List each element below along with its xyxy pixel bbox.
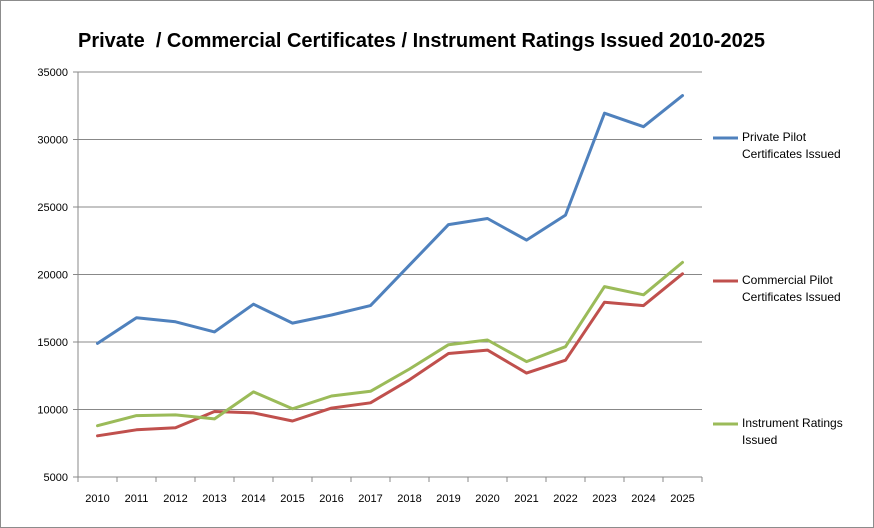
axes: 5000 10000 15000 20000 25000 30000 35000 2010 20… — [37, 67, 703, 505]
x-tick-label: 2013 — [202, 493, 226, 505]
x-tick-label: 2022 — [553, 493, 577, 505]
series-line-2 — [96, 260, 684, 428]
x-tick-label: 2016 — [319, 493, 343, 505]
x-tick-label: 2023 — [592, 493, 616, 505]
y-tick-label: 35000 — [37, 67, 68, 79]
legend-label-line: Certificates Issued — [742, 290, 841, 304]
y-tick-label: 25000 — [37, 202, 68, 214]
x-tick-label: 2020 — [475, 493, 499, 505]
x-tick-label: 2021 — [514, 493, 538, 505]
gridlines — [78, 71, 702, 410]
legend-entry-private: Private Pilot Certificates Issued — [742, 129, 872, 163]
legend-entry-commercial: Commercial Pilot Certificates Issued — [742, 272, 872, 306]
x-tick-label: 2024 — [631, 493, 655, 505]
y-tick-label: 20000 — [37, 270, 68, 282]
legend-label-line: Instrument Ratings — [742, 416, 843, 430]
series-lines — [96, 94, 684, 438]
legend-entry-instrument: Instrument Ratings Issued — [742, 415, 872, 449]
x-tick-label: 2015 — [280, 493, 304, 505]
y-tick-label: 5000 — [44, 472, 68, 484]
x-tick-label: 2025 — [670, 493, 694, 505]
chart-title: Private / Commercial Certificates / Inst… — [78, 30, 765, 52]
series-line-1 — [96, 272, 684, 438]
x-tick-label: 2014 — [241, 493, 265, 505]
y-tick-label: 10000 — [37, 405, 68, 417]
x-tick-label: 2012 — [163, 493, 187, 505]
x-tick-label: 2018 — [397, 493, 421, 505]
y-tick-label: 30000 — [37, 135, 68, 147]
legend-swatches — [713, 136, 738, 426]
y-tick-label: 15000 — [37, 337, 68, 349]
legend-label-line: Commercial Pilot — [742, 273, 833, 287]
x-tick-label: 2019 — [436, 493, 460, 505]
legend-label-line: Issued — [742, 433, 778, 447]
x-tick-label: 2011 — [125, 493, 149, 505]
x-tick-label: 2010 — [85, 493, 109, 505]
x-tick-label: 2017 — [358, 493, 382, 505]
series-line-0 — [96, 94, 684, 345]
legend-label-line: Certificates Issued — [742, 147, 841, 161]
legend-label-line: Private Pilot — [742, 130, 807, 144]
